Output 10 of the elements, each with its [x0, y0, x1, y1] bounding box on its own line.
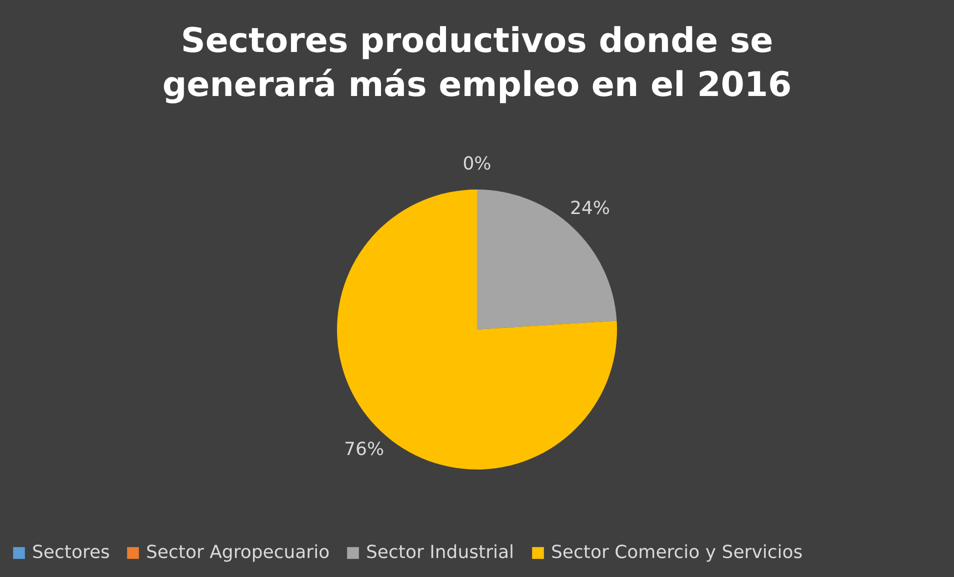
legend-label: Sector Agropecuario [146, 542, 330, 563]
chart-title: Sectores productivos donde se generará más empleo en el 2016 [162, 21, 792, 105]
legend-label: Sectores [32, 542, 110, 563]
pie-slice [337, 190, 617, 470]
text: 0% [462, 154, 492, 174]
legend-label: Sector Comercio y Servicios [551, 542, 803, 563]
data-label: 24% [570, 198, 610, 220]
data-label: 76% [344, 438, 384, 460]
legend-label: Sector Industrial [366, 542, 514, 563]
pie-slice [477, 190, 617, 330]
